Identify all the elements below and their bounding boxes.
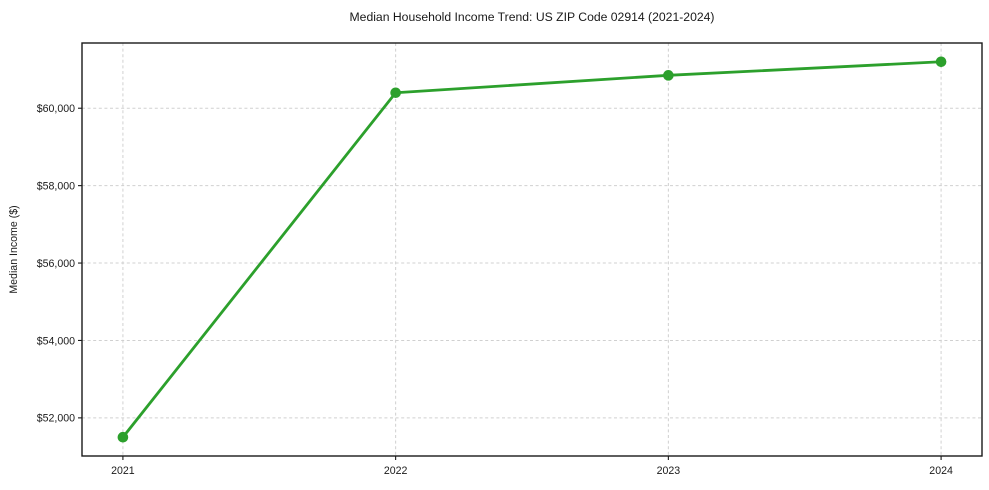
plot-border [81, 42, 983, 457]
y-tick-label: $54,000 [37, 335, 75, 347]
chart-title: Median Household Income Trend: US ZIP Co… [350, 10, 715, 24]
data-point-2022 [390, 87, 401, 99]
x-tick-label: 2023 [657, 465, 681, 477]
y-tick-label: $52,000 [37, 413, 75, 425]
grid-layer [82, 43, 982, 456]
y-tick-label: $60,000 [37, 103, 75, 115]
y-tick-label: $58,000 [37, 180, 75, 192]
data-point-2024 [935, 56, 947, 68]
data-point-2021 [117, 431, 129, 443]
series-layer [117, 56, 947, 443]
data-point-2023 [663, 70, 674, 81]
x-tick-label: 2022 [384, 465, 408, 477]
y-axis-label: Median Income ($) [8, 205, 20, 293]
income-trend-line [121, 60, 943, 439]
x-tick-label: 2021 [111, 465, 135, 477]
x-tick-label: 2024 [929, 465, 953, 477]
tick-layer: $52,000 $54,000 $56,000 $58,000 $60,000 2021 2… [37, 103, 953, 477]
y-tick-label: $56,000 [37, 258, 75, 270]
